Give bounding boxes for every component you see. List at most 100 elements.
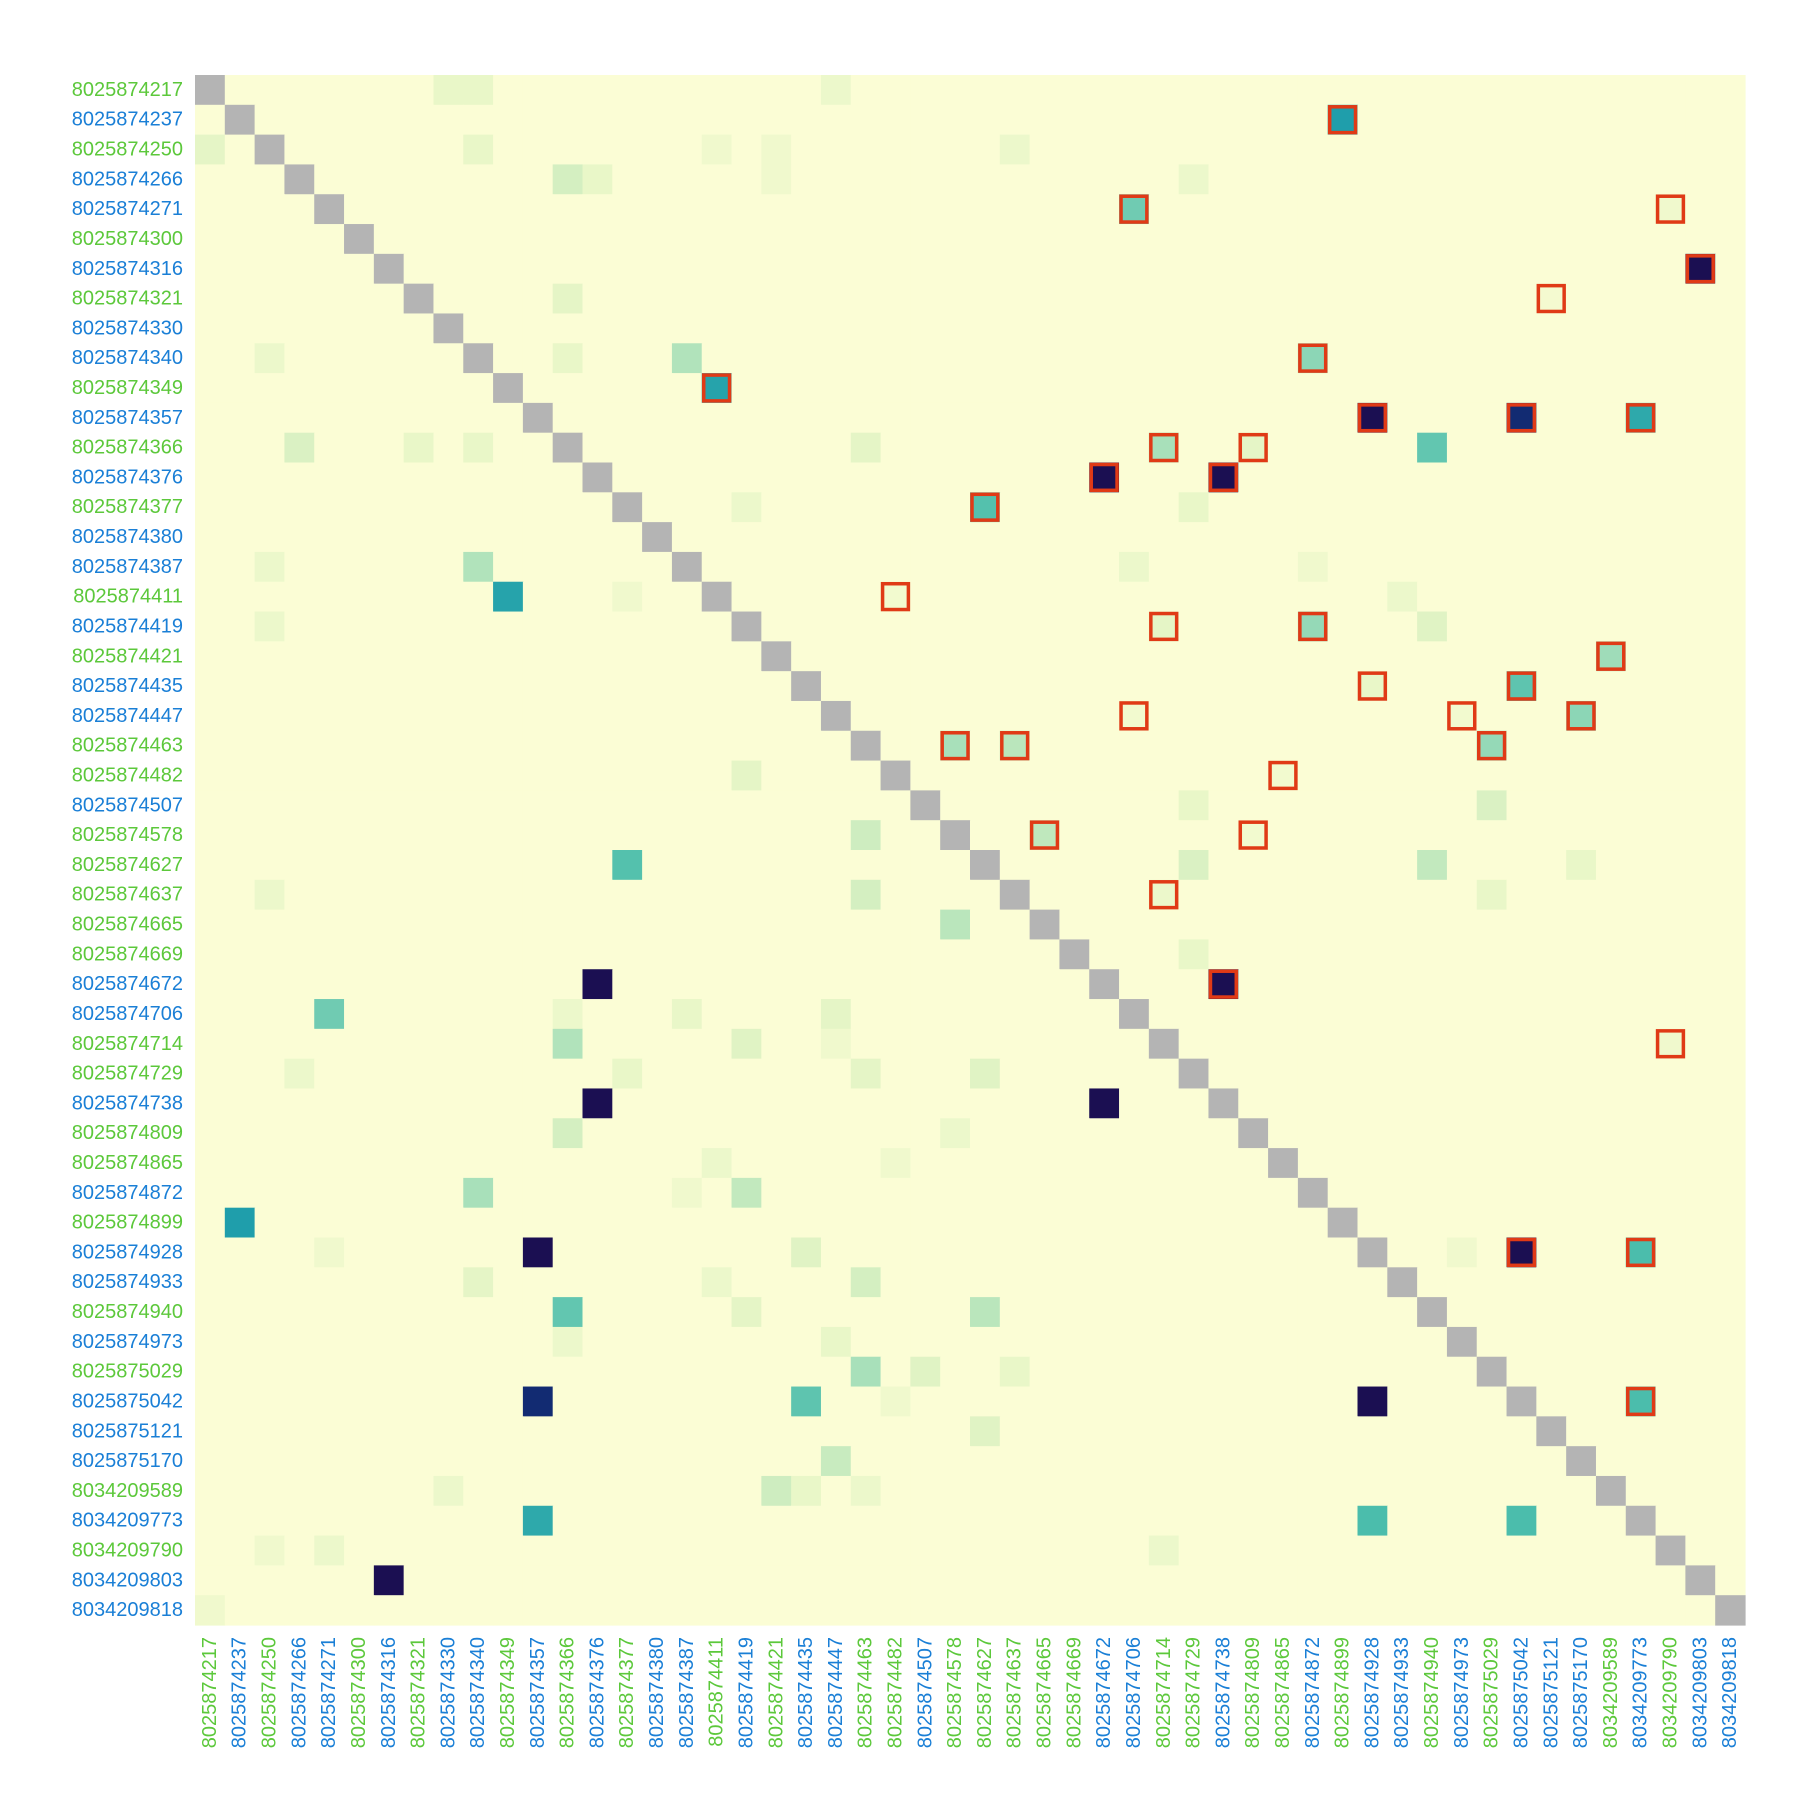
heatmap-cell <box>731 1088 762 1119</box>
heatmap-cell <box>850 1535 882 1566</box>
heatmap-cell <box>493 1416 524 1447</box>
heatmap-cell <box>314 253 345 285</box>
heatmap-cell <box>254 790 286 821</box>
heatmap-cell <box>1625 432 1657 464</box>
heatmap-cell <box>433 909 464 941</box>
heatmap-cell <box>1089 1297 1120 1328</box>
heatmap-cell <box>195 969 226 1000</box>
heatmap-cell <box>1476 1505 1508 1537</box>
heatmap-cell <box>820 522 852 553</box>
heatmap-cell <box>344 1386 375 1417</box>
heatmap-cell <box>1625 492 1657 523</box>
heatmap-cell <box>1238 1505 1269 1537</box>
heatmap-cell <box>552 700 584 732</box>
heatmap-cell <box>1536 999 1567 1030</box>
heatmap-cell <box>1536 373 1567 404</box>
heatmap-cell <box>1208 730 1239 762</box>
heatmap-cell <box>1446 1386 1478 1417</box>
heatmap-cell <box>1387 551 1418 583</box>
heatmap-cell <box>910 909 941 941</box>
heatmap-cell <box>1506 820 1537 851</box>
heatmap-cell <box>761 1088 792 1119</box>
heatmap-cell <box>1715 104 1746 136</box>
heatmap-cell <box>1417 1535 1448 1566</box>
heatmap-cell <box>701 164 733 195</box>
heatmap-cell <box>1595 164 1627 195</box>
heatmap-cell <box>940 313 971 344</box>
heatmap-cell <box>1595 760 1627 791</box>
heatmap-cell <box>671 820 703 851</box>
heatmap-cell <box>1238 1535 1269 1566</box>
heatmap-cell <box>1417 1416 1448 1447</box>
heatmap-cell <box>1476 790 1508 821</box>
column-label: 8025874376 <box>586 1637 608 1748</box>
heatmap-cell <box>195 224 226 255</box>
heatmap-cell <box>195 1326 226 1358</box>
heatmap-cell <box>254 611 286 642</box>
heatmap-cell <box>552 462 584 493</box>
heatmap-cell <box>463 164 494 195</box>
heatmap-cell <box>999 1177 1031 1209</box>
column-label: 8025874357 <box>527 1637 549 1748</box>
heatmap-cell <box>642 343 673 374</box>
heatmap-cell <box>850 879 882 911</box>
heatmap-cell <box>1715 1177 1746 1209</box>
heatmap-cell <box>850 611 882 642</box>
heatmap-cell <box>373 700 405 732</box>
heatmap-cell <box>1655 104 1686 136</box>
heatmap-cell <box>1536 820 1567 851</box>
heatmap-cell <box>403 1297 435 1328</box>
heatmap-cell <box>1357 75 1388 106</box>
heatmap-cell <box>1655 671 1686 702</box>
heatmap-cell <box>1715 1565 1746 1596</box>
heatmap-cell <box>522 969 554 1000</box>
heatmap-cell <box>1625 1297 1657 1328</box>
heatmap-cell <box>1655 224 1686 255</box>
heatmap-cell <box>1387 75 1418 106</box>
heatmap-cell <box>1685 164 1716 195</box>
heatmap-cell <box>1595 104 1627 136</box>
heatmap-cell <box>403 1148 435 1179</box>
heatmap-cell <box>1476 75 1508 106</box>
heatmap-cell <box>1208 104 1239 136</box>
heatmap-cell <box>1536 760 1567 791</box>
heatmap-cell <box>403 551 435 583</box>
heatmap-cell <box>970 551 1001 583</box>
highlight-box <box>1655 1029 1686 1059</box>
heatmap-cell <box>1595 75 1627 106</box>
heatmap-cell <box>791 939 822 970</box>
heatmap-cell <box>403 1505 435 1537</box>
heatmap-cell <box>1595 969 1627 1000</box>
heatmap-cell <box>1029 253 1061 285</box>
heatmap-cell <box>254 313 286 344</box>
heatmap-cell <box>1268 1446 1299 1477</box>
heatmap-cell <box>940 1267 971 1298</box>
heatmap-cell <box>970 999 1001 1030</box>
heatmap-cell <box>1268 194 1299 225</box>
heatmap-cell <box>284 75 315 106</box>
heatmap-cell <box>463 1028 494 1060</box>
heatmap-cell <box>1357 909 1388 941</box>
heatmap-cell <box>1417 790 1448 821</box>
heatmap-cell <box>224 1356 256 1388</box>
heatmap-cell <box>1268 641 1299 672</box>
heatmap-cell <box>552 1386 584 1417</box>
heatmap-cell <box>195 879 226 911</box>
heatmap-cell <box>582 1446 613 1477</box>
heatmap-cell <box>970 224 1001 255</box>
heatmap-cell <box>1297 909 1329 941</box>
heatmap-cell <box>344 611 375 642</box>
heatmap-cell <box>284 1237 315 1268</box>
heatmap-cell <box>373 104 405 136</box>
row-label: 8025874940 <box>72 1301 183 1323</box>
heatmap-cell <box>642 581 673 613</box>
heatmap-cell <box>1238 1326 1269 1358</box>
heatmap-cell <box>522 313 554 344</box>
heatmap-cell <box>403 1356 435 1388</box>
heatmap-cell <box>701 1535 733 1566</box>
heatmap-cell <box>1238 134 1269 166</box>
heatmap-cell <box>1089 790 1120 821</box>
heatmap-cell <box>1148 1148 1180 1179</box>
heatmap-cell <box>701 1118 733 1149</box>
heatmap-cell <box>1238 104 1269 136</box>
